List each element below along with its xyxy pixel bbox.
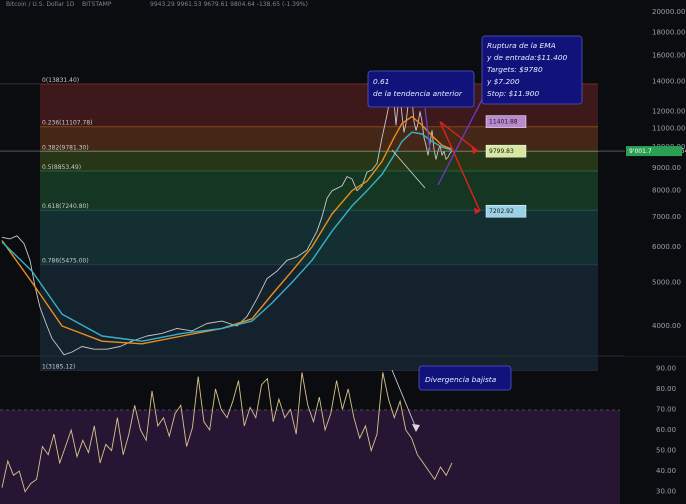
price-tick-label: 16000.00	[652, 52, 685, 60]
price-axis[interactable]: 20000.00 18000.00 16000.00 14000.00 12000.00…	[624, 0, 686, 356]
rsi-tick-label: 70.00	[656, 405, 676, 413]
fib-level-label: 0.236(11107.78)	[42, 120, 93, 127]
divergence-line-price	[391, 149, 426, 189]
annotation-ema-line-1: Ruptura de la EMA	[487, 41, 556, 50]
rsi-line	[1, 372, 453, 493]
rsi-tick-label: 30.00	[656, 488, 676, 496]
price-tick-label: 8000.00	[652, 187, 681, 195]
target-tag-label: 9799.83	[489, 148, 514, 155]
annotation-061[interactable]: 0.61 de la tendencia anterior	[367, 70, 475, 108]
price-axis-background	[624, 0, 686, 356]
target-tag	[485, 115, 527, 128]
price-tick-label: 5000.00	[652, 278, 681, 286]
target-tag-label: 11401.88	[489, 119, 518, 126]
exchange-label: BITSTAMP	[82, 1, 112, 8]
last-price-tag	[626, 146, 682, 157]
divergence-arrowhead	[412, 424, 420, 432]
price-tick-label: 4000.00	[652, 322, 681, 330]
price-targets[interactable]: 11401.88 9799.83 7202.92	[439, 115, 527, 218]
pointer-line-ema	[437, 89, 488, 186]
symbol-title: Bitcoin / U.S. Dollar	[6, 1, 65, 8]
last-price-tag-text: 9'001.7	[629, 148, 652, 155]
annotation-ema-line-2: y de entrada:$11.400	[486, 53, 568, 62]
annotation-lines	[391, 89, 488, 432]
annotation-ema[interactable]: Ruptura de la EMA y de entrada:$11.400 T…	[481, 35, 583, 105]
target-tag-label: 7202.92	[489, 208, 514, 215]
rsi-axis: 90.00 80.00 70.00 60.00 50.00 40.00 30.00	[624, 357, 686, 504]
price-tick-label: 14000.00	[652, 78, 685, 86]
target-arrowhead	[472, 147, 478, 155]
price-tick-label: 20000.00	[652, 8, 685, 16]
annotation-box-061	[367, 70, 475, 108]
divergence-line-rsi	[391, 369, 417, 429]
target-arrow	[439, 121, 481, 212]
target-tag	[485, 144, 527, 158]
annotation-box-ema	[481, 35, 583, 105]
annotation-divergence-text: Divergencia bajista	[425, 375, 497, 384]
price-tick-label: 9000.00	[652, 164, 681, 172]
target-arrowhead	[474, 207, 480, 215]
target-tag	[485, 204, 527, 218]
rsi-axis-background	[624, 357, 686, 504]
fib-level-label: 0.382(9781.30)	[42, 145, 89, 152]
fib-zone	[40, 151, 598, 171]
price-tick-label: 11000.00	[652, 125, 685, 133]
annotation-ema-line-4: y $7.200	[486, 77, 520, 86]
annotation-box-divergence	[418, 365, 512, 391]
annotation-061-line-1: 0.61	[373, 77, 389, 86]
rsi-tick-label: 50.00	[656, 447, 676, 455]
ema-slow-line	[1, 131, 453, 342]
price-tick-label: 18000.00	[652, 29, 685, 37]
ema-fast-line	[1, 115, 453, 345]
price-tick-label: 6000.00	[652, 243, 681, 251]
fib-level-label: 0.5(8853.49)	[42, 164, 81, 171]
price-tick-label: 12000.00	[652, 108, 685, 116]
rsi-tick-label: 40.00	[656, 467, 676, 475]
rsi-band	[0, 410, 620, 504]
rsi-indicator	[1, 372, 453, 493]
annotation-ema-line-3: Targets: $9780	[487, 65, 543, 74]
ohlc-values: 9943.29 9961.53 9679.61 9804.64 -138.65 …	[150, 1, 308, 8]
fib-zone	[40, 210, 598, 265]
price-tick-label: 7000.00	[652, 213, 681, 221]
annotation-ema-line-5: Stop: $11.900	[487, 89, 540, 98]
target-arrow	[439, 121, 479, 152]
fib-zone	[40, 170, 598, 211]
fib-zone	[40, 264, 598, 371]
price-line	[1, 88, 453, 356]
annotation-divergence[interactable]: Divergencia bajista	[418, 365, 512, 391]
chart-header: Bitcoin / U.S. Dollar 1D BITSTAMP 9943.2…	[6, 1, 308, 8]
price-series	[1, 88, 453, 356]
fib-level-label: 0(13831.40)	[42, 77, 79, 84]
rsi-tick-label: 80.00	[656, 385, 676, 393]
fib-level-label: 0.618(7240.80)	[42, 203, 89, 210]
rsi-tick-label: 90.00	[656, 364, 676, 372]
pointer-line-061	[424, 107, 431, 151]
interval-label: 1D	[66, 1, 75, 8]
fib-level-label: 1(3185.12)	[42, 363, 75, 370]
annotation-061-line-2: de la tendencia anterior	[373, 89, 463, 98]
fib-level-label: 0.786(5475.00)	[42, 258, 89, 265]
rsi-tick-label: 60.00	[656, 426, 676, 434]
